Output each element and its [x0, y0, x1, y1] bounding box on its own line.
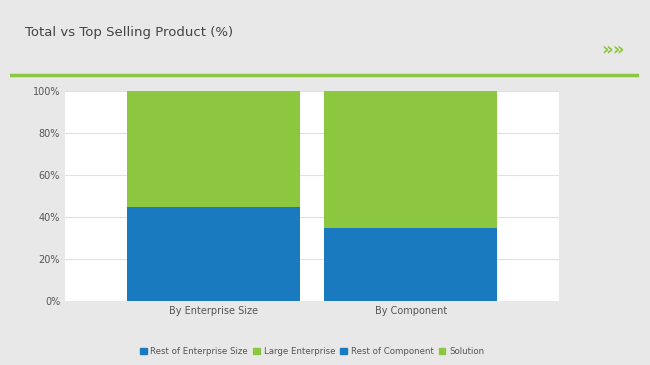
Bar	[127, 91, 300, 207]
Text: »»: »»	[602, 41, 625, 59]
Text: Total vs Top Selling Product (%): Total vs Top Selling Product (%)	[25, 26, 233, 39]
Legend: Rest of Enterprise Size, Large Enterprise, Rest of Component, Solution: Rest of Enterprise Size, Large Enterpris…	[136, 344, 488, 360]
Bar	[324, 228, 497, 301]
Bar	[127, 207, 300, 301]
Bar	[324, 91, 497, 228]
